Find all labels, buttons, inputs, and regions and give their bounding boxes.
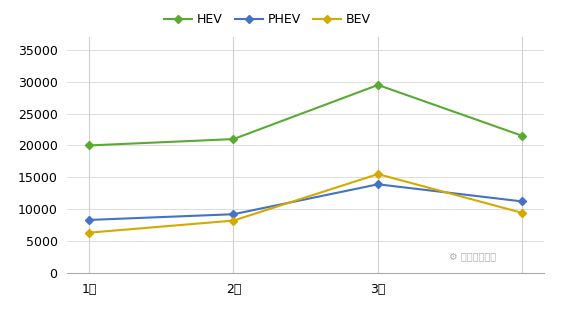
HEV xyxy=(86,144,93,147)
Line: PHEV: PHEV xyxy=(86,182,525,223)
HEV xyxy=(375,83,381,87)
HEV xyxy=(519,134,526,138)
BEV xyxy=(230,219,237,223)
Line: HEV: HEV xyxy=(86,82,525,148)
Text: ⚙ 汽车电子设计: ⚙ 汽车电子设计 xyxy=(449,251,496,261)
BEV xyxy=(375,172,381,176)
BEV xyxy=(519,211,526,215)
Legend: HEV, PHEV, BEV: HEV, PHEV, BEV xyxy=(159,8,376,31)
HEV xyxy=(230,137,237,141)
PHEV xyxy=(230,212,237,216)
PHEV xyxy=(86,218,93,222)
PHEV xyxy=(375,182,381,186)
PHEV xyxy=(519,200,526,203)
Line: BEV: BEV xyxy=(86,171,525,236)
BEV xyxy=(86,231,93,235)
